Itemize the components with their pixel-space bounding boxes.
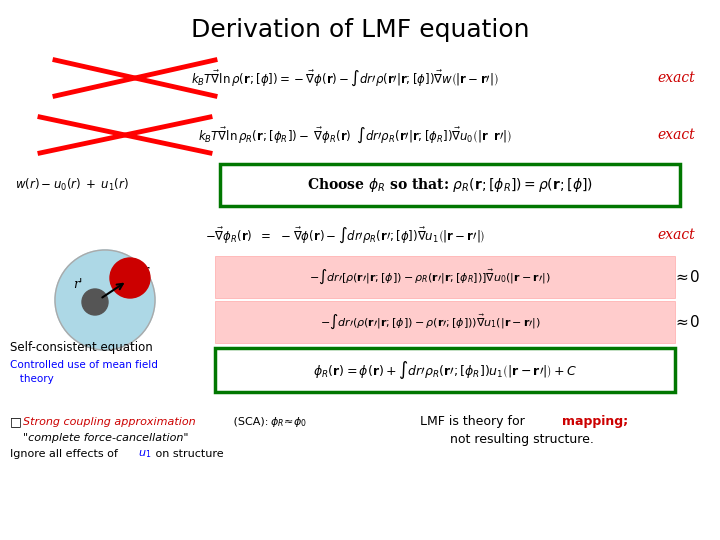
Bar <box>215 348 675 392</box>
Text: Self-consistent equation: Self-consistent equation <box>10 341 153 354</box>
Text: $\approx\!0$: $\approx\!0$ <box>673 314 700 330</box>
Text: LMF is theory for: LMF is theory for <box>420 415 528 429</box>
Text: Choose $\phi_R$ so that: $\rho_R(\mathbf{r};[\phi_R]) = \rho(\mathbf{r};[\phi])$: Choose $\phi_R$ so that: $\rho_R(\mathbf… <box>307 176 593 194</box>
Circle shape <box>110 258 150 298</box>
Text: on structure: on structure <box>152 449 224 459</box>
Text: Strong coupling approximation: Strong coupling approximation <box>23 417 196 427</box>
Text: r': r' <box>73 279 83 292</box>
Text: mapping;: mapping; <box>562 415 628 429</box>
Text: exact: exact <box>657 128 695 142</box>
Bar <box>220 164 680 206</box>
Text: "complete force-cancellation": "complete force-cancellation" <box>23 433 189 443</box>
Text: exact: exact <box>657 228 695 242</box>
Text: Controlled use of mean field: Controlled use of mean field <box>10 360 158 370</box>
Bar <box>215 301 675 343</box>
Text: $-\int dr\prime\left(\rho(\mathbf{r}\prime|\mathbf{r};[\phi]) - \rho(\mathbf{r}\: $-\int dr\prime\left(\rho(\mathbf{r}\pri… <box>320 313 541 331</box>
Bar <box>215 256 675 298</box>
Text: $\phi_R(\mathbf{r}) = \phi(\mathbf{r}) + \int dr\prime\rho_R(\mathbf{r}\prime;[\: $\phi_R(\mathbf{r}) = \phi(\mathbf{r}) +… <box>313 359 577 381</box>
Text: $u_1$: $u_1$ <box>138 448 151 460</box>
Text: Derivation of LMF equation: Derivation of LMF equation <box>191 18 529 42</box>
Text: □: □ <box>10 415 22 429</box>
Text: $\phi_R\!\approx\!\phi_0$: $\phi_R\!\approx\!\phi_0$ <box>270 415 307 429</box>
Text: $-\int dr\prime\left[\rho(\mathbf{r}\prime|\mathbf{r};[\phi]) - \rho_R(\mathbf{r: $-\int dr\prime\left[\rho(\mathbf{r}\pri… <box>309 268 551 286</box>
Text: (SCA):: (SCA): <box>230 417 275 427</box>
Circle shape <box>55 250 155 350</box>
Circle shape <box>82 289 108 315</box>
Text: not resulting structure.: not resulting structure. <box>450 433 594 446</box>
Text: $-\vec{\nabla}\phi_R(\mathbf{r}) \;\; = \;\; -\vec{\nabla}\phi(\mathbf{r}) - \in: $-\vec{\nabla}\phi_R(\mathbf{r}) \;\; = … <box>204 225 485 245</box>
Text: $k_BT\vec{\nabla}\ln\rho(\mathbf{r};[\phi]) = -\vec{\nabla}\phi(\mathbf{r}) - \i: $k_BT\vec{\nabla}\ln\rho(\mathbf{r};[\ph… <box>192 69 499 87</box>
Text: $k_BT\vec{\nabla}\ln\rho_R(\mathbf{r};[\phi_R]) - \;\vec{\nabla}\phi_R(\mathbf{r: $k_BT\vec{\nabla}\ln\rho_R(\mathbf{r};[\… <box>198 125 512 145</box>
Text: r: r <box>142 264 148 276</box>
Text: exact: exact <box>657 71 695 85</box>
Text: $w(r) - u_0(r) \;+\; u_1(r)$: $w(r) - u_0(r) \;+\; u_1(r)$ <box>15 177 129 193</box>
Text: $\approx\!0$: $\approx\!0$ <box>673 269 700 285</box>
Text: theory: theory <box>10 374 54 384</box>
Text: Ignore all effects of: Ignore all effects of <box>10 449 122 459</box>
